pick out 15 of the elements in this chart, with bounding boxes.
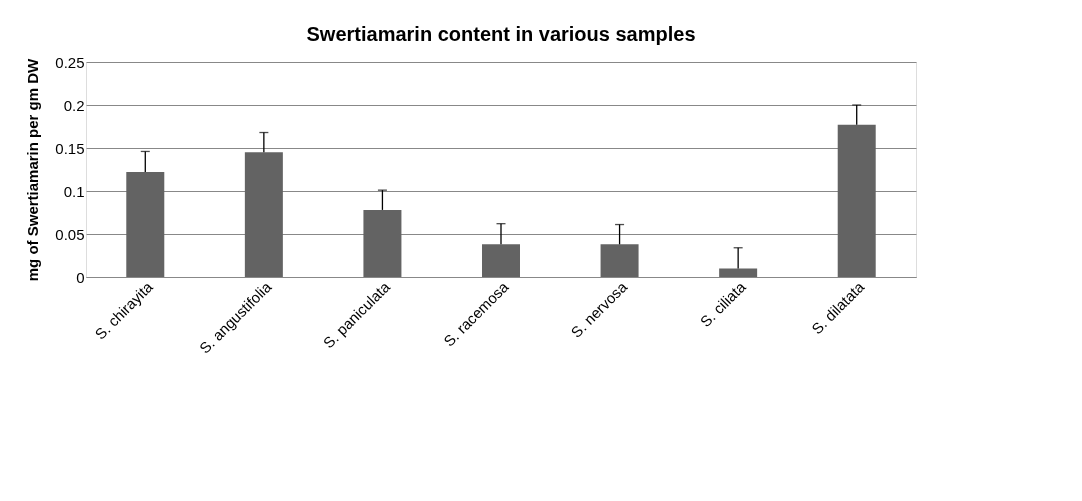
bar <box>719 268 758 277</box>
bar <box>837 124 876 277</box>
y-tick-label: 0.05 <box>55 225 85 243</box>
bar <box>600 244 639 277</box>
bar <box>482 244 520 277</box>
y-axis-title: mg of Swertiamarin per gm DW <box>24 57 42 282</box>
chart-title: Swertiamarin content in various samples <box>306 23 696 45</box>
bar <box>363 209 402 277</box>
bar <box>244 152 283 277</box>
y-tick-label: 0 <box>76 268 85 286</box>
y-tick-label: 0.2 <box>63 96 85 114</box>
y-tick-label: 0.15 <box>55 139 85 157</box>
y-tick-label: 0.1 <box>63 182 85 200</box>
y-tick-label: 0.25 <box>55 53 85 71</box>
bar <box>126 172 165 277</box>
